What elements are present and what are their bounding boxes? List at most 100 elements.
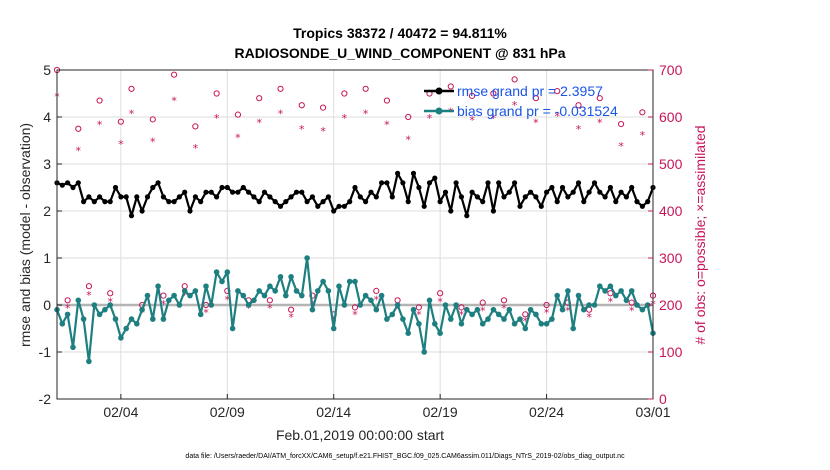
bias-point [554, 292, 560, 299]
rmse-point [384, 180, 390, 186]
bias-point [229, 325, 236, 332]
rmse-point [304, 199, 310, 205]
obs-assimilated-marker: * [427, 112, 433, 125]
bias-point [166, 297, 172, 304]
rmse-point [139, 208, 145, 214]
bias-point [490, 306, 497, 313]
bias-point [623, 297, 630, 304]
y-tick-label: 5 [43, 62, 51, 78]
bias-point [91, 302, 98, 308]
x-tick-label: 02/09 [210, 404, 245, 420]
rmse-point [336, 203, 342, 209]
rmse-point [235, 189, 241, 195]
bias-point [602, 288, 608, 294]
obs-possible-marker [543, 301, 550, 309]
obs-possible-marker [266, 297, 273, 304]
bias-point [352, 278, 358, 285]
bias-point [235, 288, 241, 294]
obs-possible-marker [490, 90, 497, 97]
obs-possible-marker [522, 311, 529, 318]
bias-point [197, 311, 204, 318]
rmse-point [485, 180, 491, 186]
bias-point [267, 283, 273, 290]
bias-point [543, 321, 550, 327]
rmse-point [341, 203, 347, 209]
y-tick-label: 4 [43, 109, 51, 125]
rmse-point [325, 194, 331, 200]
obs-assimilated-marker: * [320, 125, 326, 138]
obs-assimilated-marker: * [278, 108, 284, 121]
right-tick-label: 400 [659, 203, 683, 219]
bias-point [362, 292, 369, 299]
rmse-point [559, 184, 566, 191]
obs-assimilated-marker: * [576, 123, 582, 136]
bias-point [118, 335, 124, 341]
bias-point [495, 311, 502, 318]
x-tick-label: 02/24 [529, 404, 564, 420]
rmse-point [107, 199, 113, 205]
bias-point [368, 297, 374, 304]
rmse-point [426, 180, 433, 186]
legend-rmse-label: rmse grand pr = 2.3957 [457, 83, 603, 99]
bias-point [80, 316, 87, 322]
bias-point [469, 311, 475, 318]
bias-point [618, 288, 624, 294]
rmse-point [315, 203, 321, 209]
rmse-point [160, 194, 166, 200]
rmse-point [368, 189, 374, 195]
obs-assimilated-marker: * [512, 99, 518, 112]
chart-subtitle: RADIOSONDE_U_WIND_COMPONENT @ 831 hPa [234, 45, 565, 61]
y-axis-label: rmse and bias (model - observation) [17, 123, 33, 347]
bias-point [416, 321, 422, 327]
bias-point [86, 358, 92, 365]
obs-possible-marker [575, 102, 582, 109]
obs-assimilated-marker: * [65, 302, 71, 315]
y-tick-label: 1 [43, 250, 51, 266]
rmse-point [230, 189, 236, 195]
right-tick-label: 600 [659, 109, 683, 125]
rmse-point [639, 203, 646, 209]
bias-point [96, 311, 103, 318]
rmse-point [395, 170, 401, 176]
bias-point [581, 306, 587, 313]
rmse-point [591, 180, 598, 186]
obs-possible-marker [277, 85, 284, 92]
obs-assimilated-marker: * [491, 112, 497, 125]
obs-assimilated-marker: * [618, 140, 624, 153]
rmse-point [549, 184, 555, 191]
bias-point [485, 316, 491, 322]
obs-assimilated-marker: * [469, 114, 475, 127]
obs-possible-marker [319, 104, 327, 111]
rmse-point [283, 199, 289, 205]
obs-possible-marker [160, 292, 167, 299]
rmse-point [623, 194, 630, 200]
obs-possible-marker [107, 290, 114, 297]
obs-assimilated-marker: * [139, 307, 145, 320]
obs-assimilated-marker: * [107, 296, 113, 309]
rmse-point [267, 194, 273, 200]
obs-assimilated-marker: * [629, 304, 635, 317]
rmse-point [501, 194, 507, 200]
obs-assimilated-marker: * [214, 112, 220, 125]
rmse-point [379, 180, 385, 186]
rmse-point [277, 203, 284, 209]
bias-point [357, 302, 364, 308]
rmse-point [144, 194, 151, 200]
bias-point [315, 288, 321, 294]
bias-point [527, 306, 534, 313]
obs-assimilated-marker: * [480, 304, 486, 317]
rmse-point [198, 199, 204, 205]
bias-point [330, 325, 337, 332]
rmse-point [432, 175, 438, 181]
rmse-series [54, 170, 656, 219]
obs-possible-marker [437, 290, 444, 297]
rmse-point [192, 194, 198, 200]
obs-assimilated-marker: * [150, 136, 156, 149]
bias-point [458, 321, 465, 327]
rmse-point [586, 189, 592, 195]
obs-possible-marker [117, 118, 124, 125]
rmse-point [554, 199, 560, 205]
obs-assimilated-marker: * [182, 289, 188, 302]
rmse-point [496, 180, 502, 186]
obs-possible-marker [639, 109, 646, 116]
